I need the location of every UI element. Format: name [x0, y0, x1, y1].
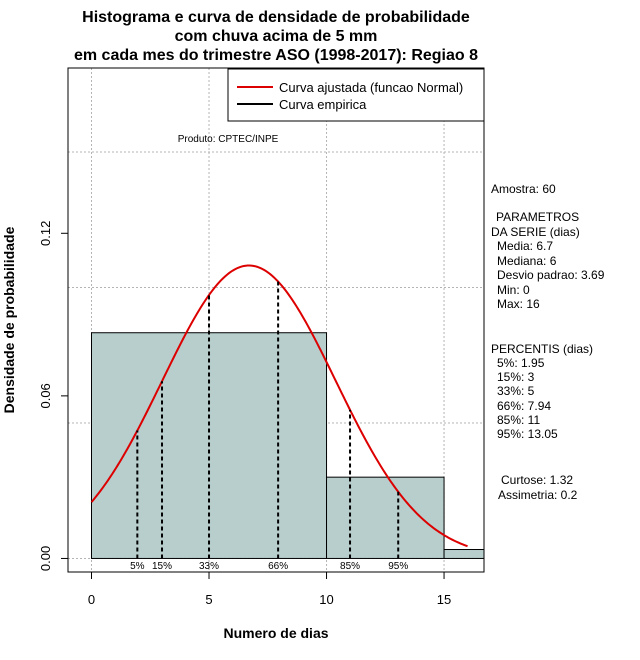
stat-p15: 15%: 3	[497, 370, 535, 384]
stat-p85: 85%: 11	[497, 413, 540, 427]
chart-title: Histograma e curva de densidade de proba…	[74, 9, 478, 64]
title-line-1: Histograma e curva de densidade de proba…	[82, 9, 470, 26]
title-line-3: em cada mes do trimestre ASO (1998-2017)…	[74, 47, 478, 64]
stat-min: Min: 0	[497, 283, 530, 297]
stat-skewness: Assimetria: 0.2	[498, 488, 578, 502]
percentile-label-5: 95%	[388, 561, 408, 572]
stat-p5: 5%: 1.95	[497, 356, 545, 370]
x-tick-label-2: 10	[319, 592, 333, 607]
stat-p33: 33%: 5	[497, 384, 535, 398]
normal-curve	[90, 264, 468, 548]
normal-curve-layer	[90, 264, 468, 548]
stat-p95: 95%: 13.05	[497, 427, 558, 441]
percentile-label-0: 5%	[130, 561, 145, 572]
legend-label-fitted: Curva ajustada (funcao Normal)	[279, 80, 463, 95]
percentile-label-4: 85%	[340, 561, 360, 572]
x-axis-label: Numero de dias	[223, 625, 328, 641]
y-axis-label: Densidade de probabilidade	[1, 226, 17, 413]
stat-median: Mediana: 6	[497, 254, 557, 268]
legend-label-empirical: Curva empirica	[279, 97, 367, 112]
legend: Curva ajustada (funcao Normal) Curva emp…	[227, 68, 485, 122]
percentile-label-3: 66%	[268, 561, 288, 572]
stat-stddev: Desvio padrao: 3.69	[497, 268, 605, 282]
axes: 0 5 10 15 0.00 0.06 0.12	[38, 221, 451, 607]
x-tick-label-1: 5	[205, 592, 212, 607]
y-tick-label-0: 0.00	[38, 546, 53, 571]
statistics-panel: Amostra: 60 PARAMETROS DA SERIE (dias) M…	[491, 182, 605, 502]
x-tick-label-3: 15	[437, 592, 451, 607]
percentile-lines: 5% 15% 33% 66% 85% 95%	[130, 281, 408, 572]
sample-size: Amostra: 60	[491, 182, 556, 196]
legend-box	[227, 68, 485, 122]
histogram-bars	[91, 332, 485, 559]
product-note: Produto: CPTEC/INPE	[178, 134, 279, 145]
title-line-2: com chuva acima de 5 mm	[175, 28, 378, 45]
y-tick-label-1: 0.06	[38, 383, 53, 408]
stat-mean: Media: 6.7	[497, 239, 553, 253]
params-subtitle: DA SERIE (dias)	[491, 225, 580, 239]
histogram-bar-1	[326, 476, 445, 559]
stat-p66: 66%: 7.94	[497, 399, 551, 413]
params-title: PARAMETROS	[496, 210, 579, 224]
stat-kurtosis: Curtose: 1.32	[501, 473, 573, 487]
percentile-label-2: 33%	[199, 561, 219, 572]
stat-max: Max: 16	[497, 297, 540, 311]
y-tick-label-2: 0.12	[38, 221, 53, 246]
histogram-bar-2	[443, 549, 485, 559]
percentiles-title: PERCENTIS (dias)	[491, 342, 593, 356]
x-tick-label-0: 0	[88, 592, 95, 607]
percentile-label-1: 15%	[152, 561, 172, 572]
